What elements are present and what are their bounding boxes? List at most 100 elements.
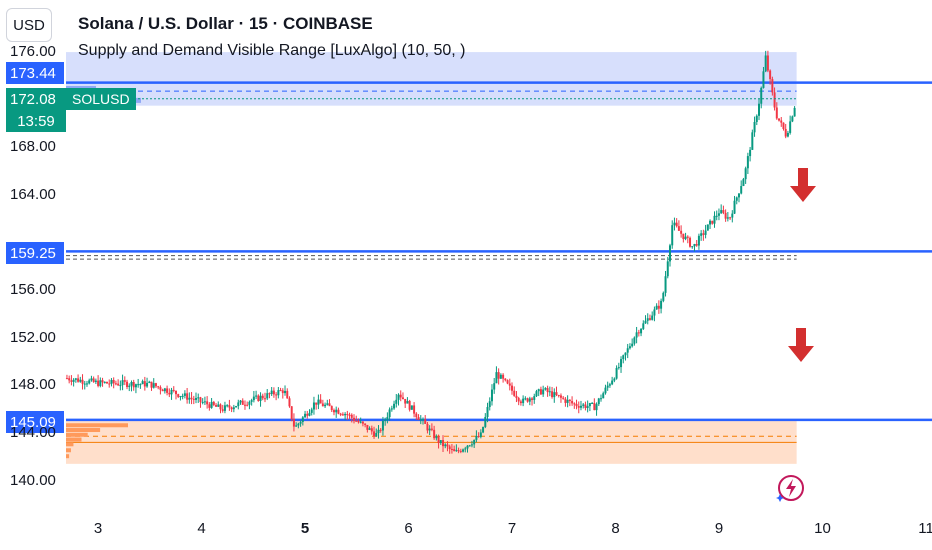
candle-body — [511, 385, 513, 391]
candle-body — [539, 389, 542, 395]
candle-body — [466, 445, 469, 449]
candle-body — [237, 402, 240, 407]
candle-body — [597, 398, 600, 405]
candle-body — [317, 399, 320, 405]
candle-body — [568, 399, 571, 402]
candle-body — [548, 391, 551, 393]
candle-body — [65, 378, 68, 380]
candle-body — [406, 400, 409, 404]
candle-body — [624, 352, 627, 356]
indicator-legend[interactable]: Supply and Demand Visible Range [LuxAlgo… — [78, 42, 466, 59]
lightning-icon[interactable] — [776, 473, 806, 503]
candle-body — [177, 394, 180, 397]
candle-body — [143, 381, 146, 387]
candle-body — [562, 397, 565, 399]
candle-body — [370, 428, 373, 432]
candle-body — [533, 396, 536, 400]
candle-body — [123, 380, 126, 382]
candle-body — [428, 428, 431, 431]
candle-body — [221, 409, 224, 411]
candle-body — [606, 385, 609, 388]
candle-body — [704, 230, 707, 235]
candle-body — [700, 233, 703, 236]
candle-body — [393, 403, 396, 409]
candle-body — [437, 436, 440, 444]
candle-body — [633, 337, 636, 344]
candle-body — [279, 390, 282, 392]
candle-body — [433, 429, 436, 439]
candle-body — [749, 149, 752, 157]
candle-body — [304, 413, 307, 418]
candle-body — [101, 380, 104, 383]
candle-body — [655, 305, 658, 310]
candle-body — [197, 397, 200, 399]
candle-body — [301, 417, 304, 422]
candle-body — [689, 237, 692, 247]
candle-body — [332, 410, 335, 413]
candle-body — [780, 120, 783, 123]
candle-body — [108, 383, 111, 385]
price-tag-level-top: 173.44 — [6, 62, 64, 84]
candle-body — [717, 213, 720, 216]
candle-body — [377, 429, 380, 434]
candle-body — [555, 392, 558, 395]
candle-body — [791, 116, 794, 122]
candle-body — [764, 55, 767, 72]
candle-body — [706, 224, 709, 231]
candle-body — [226, 405, 229, 407]
candle-body — [615, 367, 618, 379]
candle-body — [257, 395, 260, 401]
currency-button[interactable]: USD — [6, 8, 52, 42]
candle-body — [277, 390, 280, 396]
candle-body — [733, 200, 736, 214]
candle-body — [477, 435, 480, 437]
candle-body — [566, 399, 569, 403]
candle-body — [174, 390, 177, 395]
candle-body — [284, 390, 287, 394]
candle-body — [255, 395, 258, 397]
candle-body — [495, 372, 498, 384]
candle-body — [112, 379, 115, 384]
candle-body — [450, 448, 453, 450]
candle-body — [339, 413, 342, 415]
candle-body — [557, 394, 560, 396]
candle-body — [602, 393, 605, 399]
candle-body — [399, 394, 402, 398]
candle-body — [170, 389, 173, 395]
candle-body — [77, 378, 80, 382]
candle-body — [446, 444, 449, 447]
candle-body — [668, 245, 671, 262]
candle-body — [702, 233, 705, 235]
candle-body — [617, 367, 620, 369]
candle-body — [97, 380, 100, 386]
candle-body — [243, 404, 246, 406]
candle-body — [773, 92, 776, 108]
candle-body — [208, 404, 211, 408]
candle-body — [126, 381, 129, 387]
candle-body — [228, 405, 231, 408]
candle-body — [361, 421, 364, 424]
candle-body — [335, 409, 338, 413]
candle-body — [157, 386, 160, 388]
candle-body — [275, 394, 278, 396]
candle-body — [740, 186, 743, 194]
candle-body — [119, 385, 122, 387]
candle-body — [731, 213, 734, 218]
candle-body — [417, 417, 420, 420]
candle-body — [551, 391, 554, 398]
candle-body — [571, 401, 574, 404]
candle-body — [737, 193, 740, 198]
candle-body — [664, 276, 667, 293]
candle-body — [662, 292, 665, 301]
candle-body — [94, 380, 97, 382]
candle-body — [206, 401, 209, 405]
candle-body — [232, 407, 235, 410]
supply-zone — [66, 52, 797, 106]
candle-body — [415, 413, 418, 418]
candle-body — [114, 383, 117, 385]
candle-body — [544, 388, 547, 390]
candle-body — [784, 128, 787, 137]
candle-body — [564, 398, 567, 403]
candle-body — [506, 380, 509, 384]
